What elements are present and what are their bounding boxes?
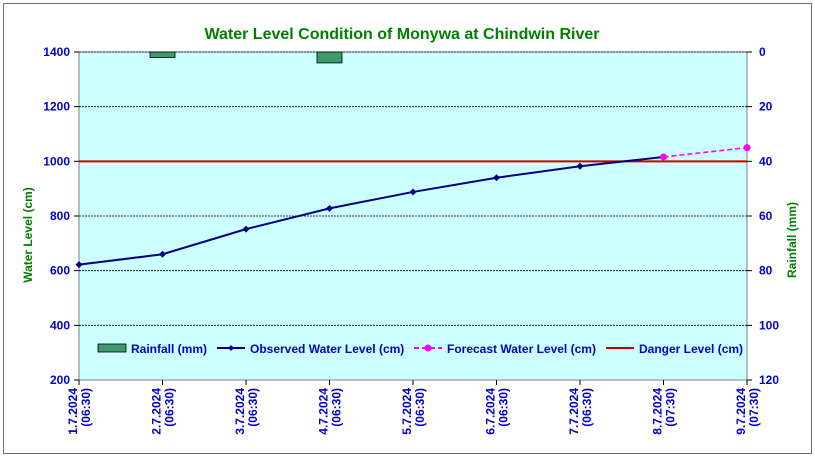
x-tick-label-time: (06:30) <box>163 388 177 427</box>
legend-forecast-label: Forecast Water Level (cm) <box>447 342 596 356</box>
forecast-series <box>660 144 751 161</box>
x-tick-label-time: (06:30) <box>580 388 594 427</box>
x-tick-label: 1.7.2024 (06:30) <box>66 388 93 435</box>
legend-danger-label: Danger Level (cm) <box>639 342 743 356</box>
x-tick-label-date: 9.7.2024 <box>734 388 748 435</box>
y-tick-label: 1000 <box>43 154 70 168</box>
legend-observed-marker <box>228 345 234 351</box>
x-tick-label-date: 7.7.2024 <box>567 388 581 435</box>
x-tick-label-time: (06:30) <box>79 388 93 427</box>
observed-point <box>576 162 584 170</box>
x-tick-label: 4.7.2024 (06:30) <box>317 388 344 435</box>
legend-rainfall-label: Rainfall (mm) <box>131 342 207 356</box>
x-tick-label: 7.7.2024 (06:30) <box>567 388 594 435</box>
y-tick-label: 400 <box>50 318 70 332</box>
x-tick-label: 8.7.2024 (07:30) <box>651 388 678 435</box>
legend: Rainfall (mm) Observed Water Level (cm) … <box>97 342 743 356</box>
rainfall-bar <box>316 51 343 64</box>
x-tick-label: 9.7.2024 (07:30) <box>734 388 761 435</box>
x-axis: 1.7.2024 (06:30) 2.7.2024 (06:30) 3.7.2024 (0… <box>66 380 761 435</box>
y-tick-label: 1400 <box>43 45 70 59</box>
y2-tick-label: 0 <box>759 45 766 59</box>
x-tick-label: 6.7.2024 (06:30) <box>484 388 511 435</box>
y2-tick-label: 100 <box>759 318 779 332</box>
x-tick-label-time: (06:30) <box>497 388 511 427</box>
x-tick-label-date: 1.7.2024 <box>66 388 80 435</box>
observed-point <box>409 188 417 196</box>
y2-tick-label: 20 <box>759 100 773 114</box>
rainfall-bar <box>149 51 176 58</box>
x-tick-label-time: (07:30) <box>747 388 761 427</box>
x-tick-label-date: 4.7.2024 <box>317 388 331 435</box>
y-tick-label: 800 <box>50 209 70 223</box>
y-tick-label: 1200 <box>43 100 70 114</box>
y-axis-left: 1400 1200 1000 800 600 400 200 <box>43 45 79 387</box>
y-tick-label: 200 <box>50 373 70 387</box>
y-tick-label: 600 <box>50 264 70 278</box>
legend-rainfall-swatch <box>97 343 127 353</box>
legend-observed-label: Observed Water Level (cm) <box>250 342 404 356</box>
observed-line <box>78 155 664 266</box>
y-axis-left-title: Water Level (cm) <box>21 187 35 283</box>
x-tick-label: 3.7.2024 (06:30) <box>233 388 260 435</box>
observed-point <box>326 204 333 212</box>
x-tick-label-date: 8.7.2024 <box>651 388 665 435</box>
observed-point <box>159 250 166 258</box>
x-tick-label: 2.7.2024 (06:30) <box>150 388 177 435</box>
x-tick-label-time: (06:30) <box>246 388 260 427</box>
x-tick-label-date: 3.7.2024 <box>233 388 247 435</box>
observed-point <box>75 261 83 269</box>
x-tick-label: 5.7.2024 (06:30) <box>400 388 427 435</box>
x-tick-label-date: 6.7.2024 <box>484 388 498 435</box>
x-tick-label-time: (06:30) <box>330 388 344 427</box>
forecast-point <box>660 153 667 161</box>
y2-tick-label: 120 <box>759 373 779 387</box>
x-tick-label-time: (06:30) <box>413 388 427 427</box>
x-tick-label-date: 2.7.2024 <box>150 388 164 435</box>
chart-title: Water Level Condition of Monywa at Chind… <box>205 26 600 43</box>
x-tick-label-date: 5.7.2024 <box>400 388 414 435</box>
observed-point <box>242 225 250 233</box>
y-axis-right: 0 20 40 60 80 100 120 <box>747 45 779 387</box>
rainfall-bars <box>149 51 343 64</box>
y-axis-right-title: Rainfall (mm) <box>785 202 799 278</box>
forecast-point <box>743 144 751 152</box>
forecast-line <box>663 146 748 158</box>
y2-tick-label: 60 <box>759 209 773 223</box>
y2-tick-label: 80 <box>759 264 773 278</box>
chart-frame: Water Level Condition of Monywa at Chind… <box>3 3 812 454</box>
observed-point <box>493 174 500 182</box>
legend-forecast-marker <box>424 344 432 352</box>
y2-tick-label: 40 <box>759 154 773 168</box>
x-tick-label-time: (07:30) <box>664 388 678 427</box>
